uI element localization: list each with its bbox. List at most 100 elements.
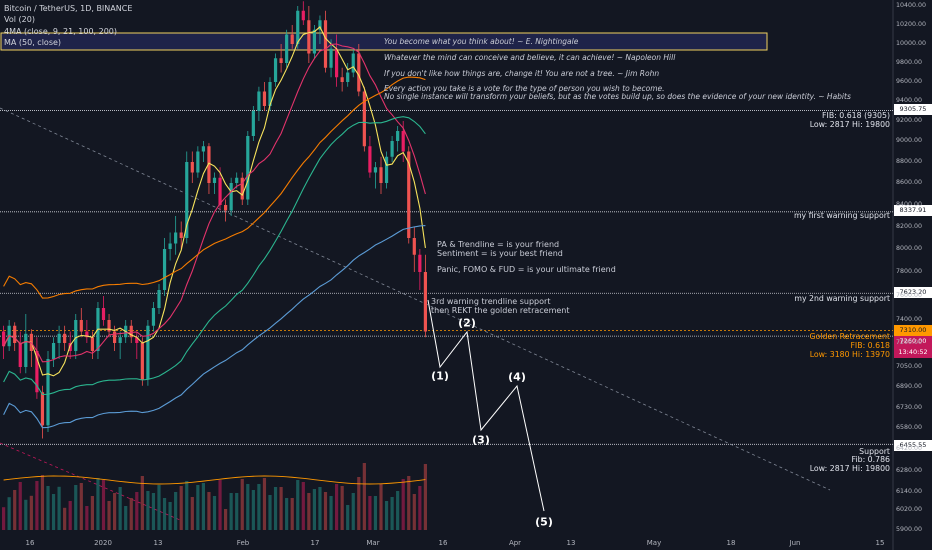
candle-body-6 <box>35 351 39 393</box>
x-tick-label: 16 <box>25 539 35 547</box>
y-tick-label: 7200.00 <box>896 339 923 346</box>
note-third-warning: 3rd warning trendline support <box>431 297 551 306</box>
candle-body-54 <box>301 10 305 21</box>
volume-bar-54 <box>301 482 305 530</box>
volume-bar-68 <box>379 484 383 530</box>
y-tick-label: 6890.00 <box>896 383 923 390</box>
volume-bar-67 <box>373 496 378 530</box>
volume-bar-55 <box>307 493 311 530</box>
candle-body-66 <box>368 146 372 173</box>
volume-bar-16 <box>90 496 94 530</box>
ema-9-line <box>3 26 426 377</box>
volume-bar-22 <box>124 506 128 530</box>
second-warning-label: my 2nd warning support <box>794 294 890 303</box>
candle-body-47 <box>262 91 267 106</box>
price-tag-7623: 7623.20 <box>894 287 932 298</box>
volume-bar-20 <box>113 493 117 530</box>
candle-body-32 <box>179 232 183 238</box>
price-tag-6455: 6455.55 <box>894 440 932 451</box>
volume-bar-32 <box>179 486 183 530</box>
candle-body-26 <box>146 325 150 380</box>
candle-body-37 <box>207 146 211 183</box>
candle-body-11 <box>63 333 67 343</box>
volume-bar-52 <box>290 498 294 530</box>
quote-5: No single instance will transform your b… <box>384 92 851 101</box>
y-tick-label: 8600.00 <box>896 179 923 186</box>
candle-body-7 <box>40 392 45 426</box>
candle-body-33 <box>185 162 189 238</box>
x-tick-label: 15 <box>875 539 885 547</box>
volume-bar-59 <box>329 496 333 530</box>
volume-bar-14 <box>79 483 83 530</box>
volume-bar-36 <box>201 483 205 530</box>
volume-bar-25 <box>140 476 144 530</box>
volume-bar-9 <box>51 494 56 530</box>
candle-body-31 <box>174 232 178 244</box>
x-tick-label: 18 <box>726 539 736 547</box>
candle-body-70 <box>390 141 394 157</box>
candle-body-44 <box>246 136 250 200</box>
volume-bar-56 <box>312 489 316 530</box>
x-tick-label: Jun <box>789 539 801 547</box>
volume-bar-12 <box>68 501 72 530</box>
ema-200-line <box>3 225 426 429</box>
candle-body-56 <box>312 29 316 54</box>
golden-range-label: Low: 3180 Hi: 13970 <box>809 350 890 359</box>
candle-body-19 <box>107 320 111 332</box>
candle-body-43 <box>240 177 244 200</box>
x-tick-label: 13 <box>153 539 163 547</box>
volume-bar-10 <box>57 486 61 530</box>
y-tick-label: 10200.00 <box>896 21 927 28</box>
y-tick-label: 9400.00 <box>896 97 923 104</box>
volume-bar-58 <box>323 492 328 530</box>
volume-bar-57 <box>318 487 322 530</box>
x-tick-label: Apr <box>508 539 522 547</box>
volume-bar-35 <box>196 485 200 530</box>
ema-100-line <box>3 76 426 299</box>
y-tick-label: 8200.00 <box>896 223 923 230</box>
candle-body-61 <box>340 77 344 82</box>
volume-bar-1 <box>7 497 11 530</box>
volume-bar-15 <box>85 506 89 530</box>
ma-indicator-label: MA (50, close) <box>4 38 62 47</box>
candle-body-59 <box>329 48 333 68</box>
candle-body-30 <box>168 243 172 249</box>
candle-body-53 <box>296 10 300 44</box>
quote-3: If you don't like how things are, change… <box>384 69 660 78</box>
note-panic-fomo-fud: Panic, FOMO & FUD = is your ultimate fri… <box>437 265 616 274</box>
ema-indicator-label: 4MA (close, 9, 21, 100, 200) <box>4 27 118 36</box>
candle-body-45 <box>251 111 255 136</box>
candle-body-35 <box>196 151 200 173</box>
x-tick-label: 17 <box>310 539 320 547</box>
volume-bar-30 <box>168 502 172 530</box>
y-tick-label: 8400.00 <box>896 201 923 208</box>
volume-bar-11 <box>63 507 67 530</box>
y-tick-label: 10000.00 <box>896 40 927 47</box>
candle-body-41 <box>229 183 233 211</box>
support-fib-label: Fib: 0.786 <box>851 455 890 464</box>
volume-bar-34 <box>190 497 194 530</box>
x-tick-label: 16 <box>438 539 448 547</box>
candle-body-34 <box>190 162 194 173</box>
volume-bar-69 <box>384 501 389 530</box>
volume-bar-44 <box>246 484 250 530</box>
candle-body-65 <box>362 91 366 147</box>
y-tick-label: 9800.00 <box>896 59 923 66</box>
volume-bar-33 <box>185 481 189 530</box>
y-tick-label: 10400.00 <box>896 2 927 9</box>
candle-body-28 <box>157 290 161 308</box>
x-tick-label: Mar <box>366 539 380 547</box>
volume-bar-72 <box>401 479 405 530</box>
wave-1-label: (1) <box>431 369 449 383</box>
volume-bar-75 <box>418 486 422 530</box>
candle-body-58 <box>323 20 328 68</box>
volume-bar-6 <box>35 481 39 530</box>
y-tick-label: 9200.00 <box>896 117 923 124</box>
volume-bar-5 <box>29 495 33 530</box>
candle-body-21 <box>118 337 122 343</box>
candle-body-36 <box>201 146 205 152</box>
x-tick-label: 2020 <box>94 539 112 547</box>
note-rekt-golden: then REKT the golden retracement <box>431 306 570 315</box>
y-tick-label: 6020.00 <box>896 506 923 513</box>
